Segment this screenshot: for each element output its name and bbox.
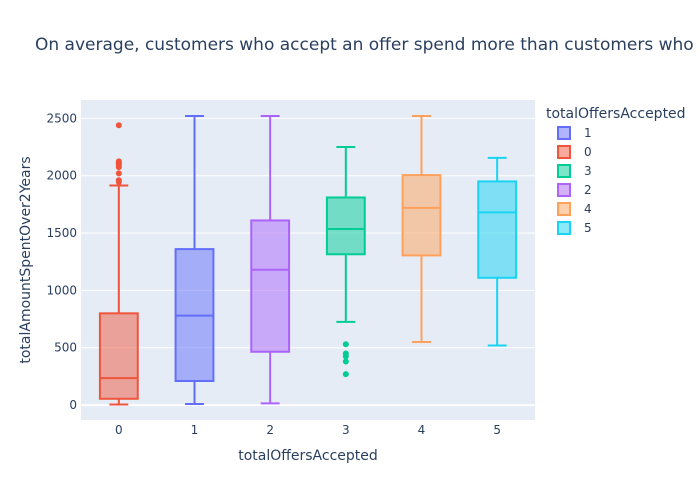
legend-item-5[interactable]: 5 bbox=[557, 221, 592, 235]
y-axis-ticks: 0 500 1000 1500 2000 2500 bbox=[46, 111, 77, 412]
y-tick-label: 1500 bbox=[46, 226, 77, 240]
iqr-box bbox=[477, 180, 518, 279]
outlier-point bbox=[115, 170, 122, 177]
outlier-point bbox=[342, 341, 349, 348]
box-series bbox=[98, 115, 518, 406]
legend-swatch bbox=[557, 183, 571, 197]
x-tick-label: 1 bbox=[191, 423, 199, 437]
legend-title: totalOffersAccepted bbox=[546, 106, 686, 122]
legend-item-0[interactable]: 0 bbox=[557, 145, 592, 159]
legend-label: 5 bbox=[584, 221, 592, 235]
x-axis-title: totalOffersAccepted bbox=[238, 448, 378, 464]
outlier-point bbox=[115, 158, 122, 165]
y-axis-title: totalAmountSpentOver2Years bbox=[18, 156, 34, 363]
legend-swatch bbox=[557, 164, 571, 178]
iqr-box bbox=[250, 219, 291, 353]
legend[interactable]: totalOffersAccepted 1 0 3 2 4 5 bbox=[546, 106, 686, 235]
legend-swatch bbox=[557, 145, 571, 159]
box-4[interactable] bbox=[401, 115, 442, 344]
legend-label: 0 bbox=[584, 145, 592, 159]
legend-item-2[interactable]: 2 bbox=[557, 183, 592, 197]
legend-item-4[interactable]: 4 bbox=[557, 202, 592, 216]
x-tick-label: 0 bbox=[115, 423, 123, 437]
box-0[interactable] bbox=[98, 122, 139, 406]
x-tick-label: 2 bbox=[266, 423, 274, 437]
gridlines bbox=[81, 117, 535, 407]
iqr-box bbox=[325, 196, 366, 256]
y-tick-label: 2000 bbox=[46, 169, 77, 183]
box-5[interactable] bbox=[477, 156, 518, 347]
box-1[interactable] bbox=[174, 115, 215, 405]
legend-swatch bbox=[557, 221, 571, 235]
legend-item-3[interactable]: 3 bbox=[557, 164, 592, 178]
x-axis-ticks: 0 1 2 3 4 5 bbox=[115, 423, 501, 437]
legend-label: 4 bbox=[584, 202, 592, 216]
y-tick-label: 0 bbox=[69, 398, 77, 412]
plot-area bbox=[81, 100, 535, 420]
outlier-point bbox=[342, 358, 349, 365]
y-tick-label: 500 bbox=[54, 341, 77, 355]
legend-label: 2 bbox=[584, 183, 592, 197]
box-2[interactable] bbox=[250, 115, 291, 405]
iqr-box bbox=[98, 312, 139, 400]
outlier-point bbox=[115, 177, 122, 184]
outlier-point bbox=[115, 122, 122, 129]
x-tick-label: 3 bbox=[342, 423, 350, 437]
legend-swatch bbox=[557, 126, 571, 140]
outlier-point bbox=[342, 371, 349, 378]
legend-item-1[interactable]: 1 bbox=[557, 126, 592, 140]
x-tick-label: 4 bbox=[418, 423, 426, 437]
y-tick-label: 2500 bbox=[46, 111, 77, 125]
legend-swatch bbox=[557, 202, 571, 216]
outlier-point bbox=[342, 353, 349, 360]
legend-label: 1 bbox=[584, 126, 592, 140]
box-3[interactable] bbox=[325, 146, 366, 378]
y-tick-label: 1000 bbox=[46, 283, 77, 297]
chart-title: On average, customers who accept an offe… bbox=[35, 35, 700, 55]
legend-label: 3 bbox=[584, 164, 592, 178]
iqr-box bbox=[401, 174, 442, 257]
x-tick-label: 5 bbox=[493, 423, 501, 437]
